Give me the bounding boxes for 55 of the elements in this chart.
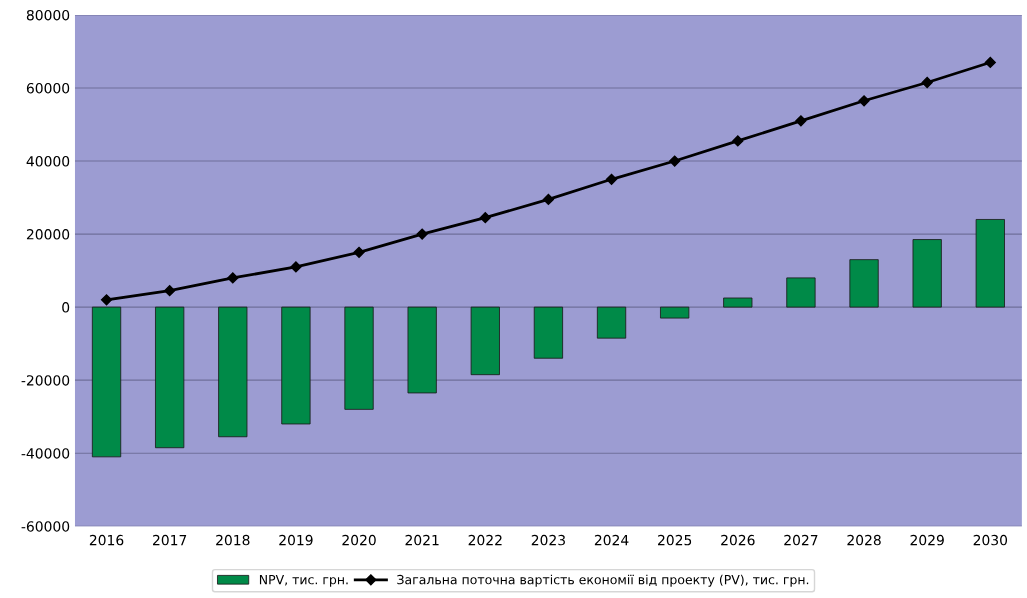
y-tick-label: 80000 <box>26 9 70 21</box>
bar <box>660 306 690 319</box>
y-tick-label: 60000 <box>26 82 70 94</box>
x-tick-label: 2019 <box>279 534 313 546</box>
bar <box>912 239 942 308</box>
x-tick-label: 2030 <box>973 534 1008 546</box>
point <box>164 285 176 297</box>
bar <box>533 306 564 359</box>
y-tick-label: -40000 <box>21 448 70 459</box>
bar <box>470 306 500 376</box>
x-tick-label: 2022 <box>468 534 502 546</box>
bar <box>786 277 816 308</box>
x-tick-label: 2024 <box>594 534 629 546</box>
x-tick-label: 2029 <box>910 534 944 546</box>
x-tick-label: 2021 <box>405 534 439 546</box>
y-tick-label: -60000 <box>21 521 70 532</box>
legend-label: Загальна поточна вартість економії від проекту (PV), тис. грн. <box>397 574 809 587</box>
x-tick-label: 2020 <box>342 534 376 546</box>
point <box>984 56 996 69</box>
bar <box>344 306 374 410</box>
point <box>795 115 807 127</box>
x-tick-label: 2016 <box>89 534 124 546</box>
x-tick-label: 2018 <box>216 534 250 546</box>
x-tick-label: 2027 <box>784 534 818 546</box>
bar <box>218 306 248 438</box>
y-tick-label: 20000 <box>26 229 70 240</box>
bar <box>155 306 185 449</box>
x-tick-label: 2017 <box>153 534 187 546</box>
y-tick-label: -20000 <box>21 375 70 386</box>
point <box>921 76 933 89</box>
bar <box>91 306 122 458</box>
point <box>479 212 491 224</box>
bar <box>975 219 1005 308</box>
bar <box>723 297 753 308</box>
y-tick-label: 0 <box>62 302 70 313</box>
point <box>290 261 302 273</box>
point <box>353 246 365 258</box>
y-tick-label: 40000 <box>26 156 70 167</box>
x-tick-label: 2023 <box>531 534 565 546</box>
point <box>669 155 681 167</box>
legend-label: NPV, тис. грн. <box>259 575 348 587</box>
point <box>605 173 618 185</box>
bar <box>596 306 627 339</box>
bar <box>407 306 437 394</box>
bar <box>849 259 879 308</box>
point <box>227 272 239 284</box>
x-tick-label: 2025 <box>658 534 692 546</box>
point <box>100 294 113 306</box>
x-tick-label: 2026 <box>721 534 755 546</box>
point <box>416 228 428 240</box>
x-tick-label: 2028 <box>847 534 881 546</box>
point <box>858 95 870 107</box>
point <box>542 193 555 205</box>
bar <box>281 306 311 425</box>
point <box>732 135 744 147</box>
